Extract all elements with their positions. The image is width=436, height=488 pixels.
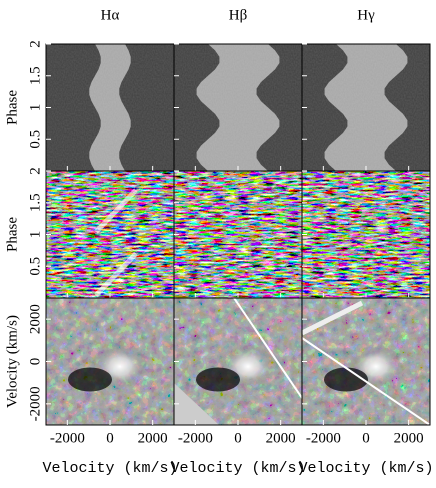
panel-image xyxy=(174,44,302,171)
y-tick-label: 0 xyxy=(27,358,43,366)
x-tick-label: 0 xyxy=(362,430,370,446)
x-tick-label: 0 xyxy=(234,430,242,446)
y-tick-label: 0.5 xyxy=(27,257,43,276)
noise xyxy=(302,44,430,171)
y-tick-label: 2000 xyxy=(27,304,43,334)
panel-image xyxy=(302,171,430,298)
s-wave xyxy=(94,188,138,234)
panel-image xyxy=(46,44,174,171)
streak xyxy=(302,300,364,336)
dark-spot xyxy=(196,367,240,392)
panel-image xyxy=(302,44,430,171)
y-axis-label: Phase xyxy=(4,90,20,125)
streak xyxy=(233,298,302,399)
column-title: Hβ xyxy=(229,7,247,23)
image-panel xyxy=(45,43,175,172)
wedge xyxy=(174,383,219,425)
image-panel xyxy=(301,170,431,299)
column-title: Hγ xyxy=(357,7,375,23)
y-axis-label: Velocity (km/s) xyxy=(4,315,20,408)
x-tick-label: 2000 xyxy=(138,430,168,446)
y-tick-label: 1.5 xyxy=(27,66,43,85)
image-panel xyxy=(45,170,175,299)
panel-image xyxy=(46,298,174,425)
panel-image xyxy=(46,171,174,298)
dark-spot xyxy=(68,367,112,392)
x-tick-label: -2000 xyxy=(50,430,85,446)
y-tick-label: 0.5 xyxy=(27,130,43,149)
x-axis-label: Velocity (km/s) xyxy=(298,460,433,477)
image-panel xyxy=(173,297,303,426)
x-axis-label: Velocity (km/s) xyxy=(170,460,305,477)
image-panel xyxy=(173,170,303,299)
streak xyxy=(302,337,430,425)
y-tick-label: 2 xyxy=(27,167,43,175)
y-tick-label: 1.5 xyxy=(27,193,43,212)
x-tick-label: 2000 xyxy=(266,430,296,446)
x-tick-label: -2000 xyxy=(306,430,341,446)
s-wave xyxy=(94,251,138,298)
dark-spot xyxy=(324,367,368,392)
y-tick-label: 1 xyxy=(27,231,43,239)
y-tick-label: 1 xyxy=(27,104,43,112)
image-panel xyxy=(173,43,303,172)
noise xyxy=(46,44,174,171)
y-tick-label: -2000 xyxy=(27,386,43,421)
image-panel xyxy=(301,43,431,172)
column-title: Hα xyxy=(101,7,120,23)
noise xyxy=(174,44,302,171)
panel-image xyxy=(302,298,430,425)
x-tick-label: -2000 xyxy=(178,430,213,446)
panel-image xyxy=(174,171,302,298)
image-panel xyxy=(45,297,175,426)
x-tick-label: 2000 xyxy=(394,430,424,446)
y-axis-label: Phase xyxy=(4,217,20,252)
x-tick-label: 0 xyxy=(106,430,114,446)
panel-image xyxy=(174,298,302,425)
noise xyxy=(174,171,302,298)
noise xyxy=(46,171,174,298)
image-panel xyxy=(301,297,431,426)
y-tick-label: 2 xyxy=(27,40,43,48)
noise xyxy=(302,171,430,298)
x-axis-label: Velocity (km/s) xyxy=(42,460,177,477)
